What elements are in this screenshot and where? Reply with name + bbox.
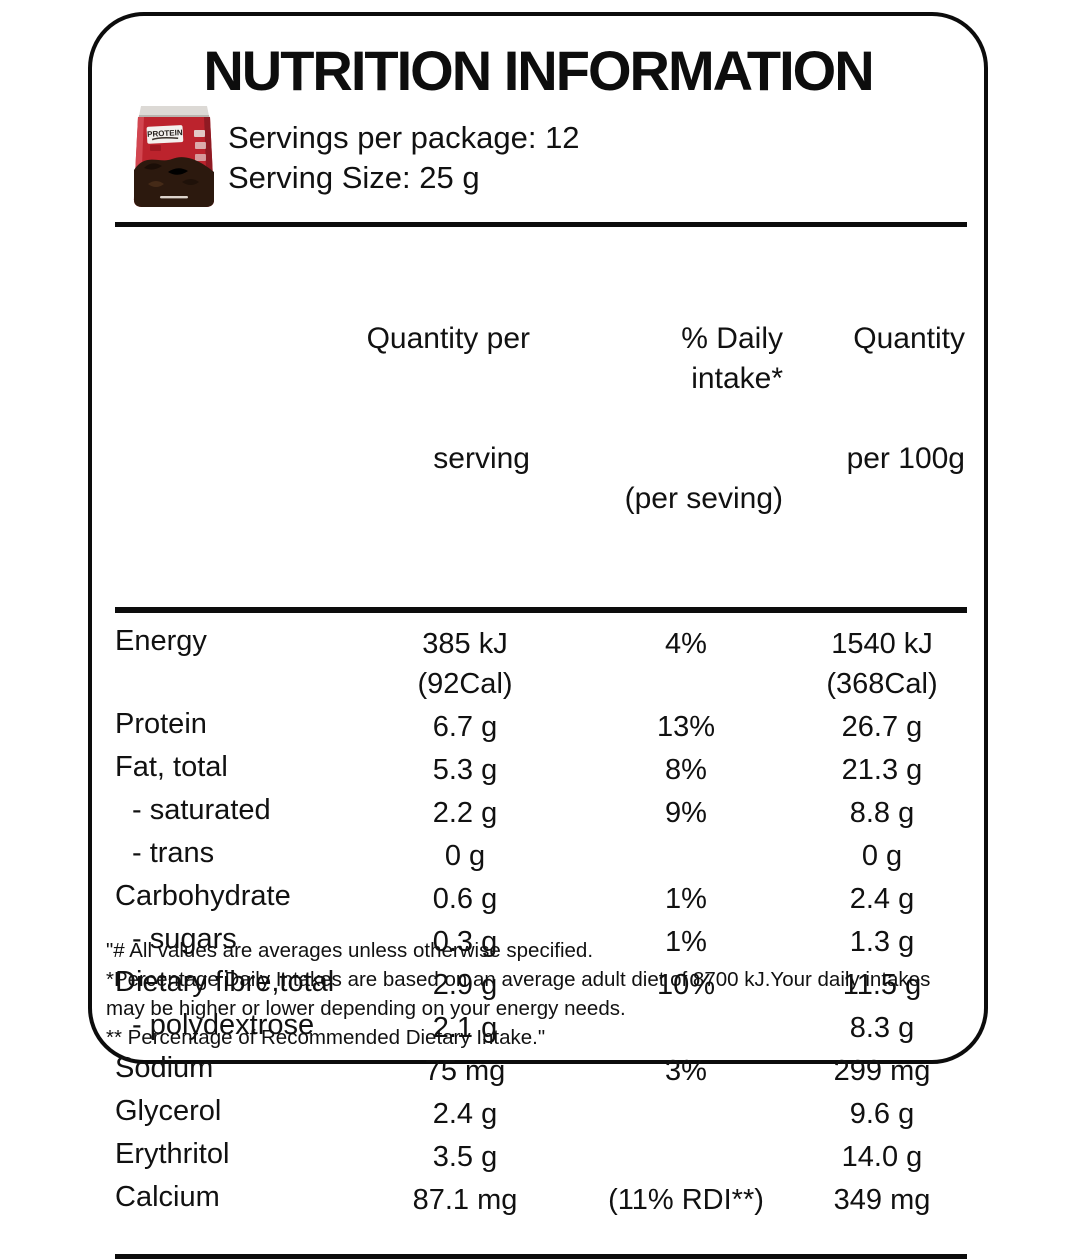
pouch-chocolate (134, 157, 214, 207)
table-header: Quantity per serving % Daily intake* (pe… (115, 222, 967, 613)
nutrient-name: - trans (132, 837, 215, 869)
table-row-glycerol: Glycerol 2.4 g 9.6 g (115, 1091, 967, 1134)
footnote-daily-intakes: *Percentage Daily Intakes are based on a… (106, 968, 931, 1020)
nutrition-label-canvas: NUTRITION INFORMATION PROTEIN (88, 12, 988, 1259)
nutrient-name: Erythritol (115, 1138, 230, 1170)
nutrient-name: - polydextrose (132, 1009, 315, 1041)
nutrient-name: Fat, total (115, 751, 228, 783)
servings-per-package: Servings per package: 12 (228, 120, 580, 155)
daily-intake: 4% (665, 628, 707, 660)
quantity-per-serving: 2.9 g (432, 969, 498, 1001)
daily-intake: 3% (665, 1055, 707, 1087)
daily-intake: 10% (656, 969, 716, 1001)
daily-intake (575, 833, 797, 876)
chocolate-shard (182, 179, 199, 185)
nutrient-name: - sugars (132, 923, 237, 955)
quantity-per-serving: 2.2 g (432, 797, 498, 829)
daily-intake: 1% (665, 926, 707, 958)
svg-text:PROTEIN: PROTEIN (147, 128, 183, 139)
daily-intake (575, 1134, 797, 1177)
table-row-calcium: Calcium 87.1 mg (11% RDI**) 349 mg (115, 1177, 967, 1220)
quantity-per-100g: 14.0 g (841, 1141, 923, 1173)
quantity-per-serving: 2.4 g (432, 1098, 498, 1130)
quantity-per-100g: 8.3 g (849, 1012, 915, 1044)
quantity-per-100g: 1.3 g (849, 926, 915, 958)
quantity-per-100g: 0 g (861, 840, 903, 872)
table-row-energy: Energy 385 kJ (92Cal) 4% 1540 kJ (368Cal) (115, 621, 967, 704)
daily-intake: (11% RDI**) (608, 1184, 764, 1216)
quantity-per-serving: 6.7 g (432, 711, 498, 743)
header-quantity-per-serving: Quantity per serving (366, 322, 530, 475)
quantity-per-serving: 5.3 g (432, 754, 498, 786)
nutrient-name: Energy (115, 625, 207, 657)
quantity-per-serving: 2.1 g (432, 1012, 498, 1044)
daily-intake: 9% (665, 797, 707, 829)
nutrient-name: Glycerol (115, 1095, 222, 1127)
table-row-erythritol: Erythritol 3.5 g 14.0 g (115, 1134, 967, 1177)
pouch-label: PROTEIN (146, 125, 184, 144)
nutrition-table: Quantity per serving % Daily intake* (pe… (115, 222, 967, 1259)
quantity-per-100g: 11.5 g (842, 969, 922, 1001)
quantity-per-serving: 0.3 g (432, 926, 498, 958)
serving-info: Servings per package: 12 Serving Size: 2… (228, 118, 580, 198)
table-row-fat-total: Fat, total 5.3 g 8% 21.3 g (115, 747, 967, 790)
pouch-chip (195, 154, 206, 161)
table-row-dietary-fibre: Dietary fibre,total 2.9 g 10% 11.5 g (115, 962, 967, 1005)
table-row-trans: - trans 0 g 0 g (115, 833, 967, 876)
table-row-sugars: - sugars 0.3 g 1% 1.3 g (115, 919, 967, 962)
quantity-per-100g: 21.3 g (841, 754, 923, 786)
footnote-rdi: ** Percentage of Recommended Dietary Int… (106, 1026, 546, 1049)
table-row-polydextrose: - polydextrose 2.1 g 8.3 g (115, 1005, 967, 1048)
daily-intake (575, 1091, 797, 1134)
pouch-chip (195, 142, 206, 149)
header-nutrient (115, 239, 355, 599)
quantity-per-100g: 8.8 g (849, 797, 915, 829)
nutrient-name: Calcium (115, 1181, 220, 1213)
daily-intake: 13% (656, 711, 716, 743)
table-row-saturated: - saturated 2.2 g 9% 8.8 g (115, 790, 967, 833)
header-daily-intake: % Daily intake* (per seving) (624, 322, 800, 515)
table-row-carbohydrate: Carbohydrate 0.6 g 1% 2.4 g (115, 876, 967, 919)
serving-size: Serving Size: 25 g (228, 160, 480, 195)
quantity-per-serving: 0.6 g (432, 883, 498, 915)
nutrition-panel: NUTRITION INFORMATION PROTEIN (88, 12, 988, 1259)
quantity-per-serving: 87.1 mg (412, 1184, 518, 1216)
header-quantity-per-100g: Quantity per 100g (846, 322, 965, 475)
footnote-all-values: "# All values are averages unless otherw… (106, 939, 594, 962)
table-row-sodium: Sodium 75 mg 3% 299 mg (115, 1048, 967, 1091)
quantity-per-100g: 1540 kJ (368Cal) (826, 628, 938, 700)
quantity-per-100g: 349 mg (833, 1184, 931, 1216)
quantity-per-serving: 385 kJ (92Cal) (417, 628, 513, 700)
chocolate-shard (168, 168, 188, 175)
pouch-chip (194, 130, 205, 137)
nutrient-name: - saturated (132, 794, 271, 826)
chocolate-shard (148, 181, 164, 187)
nutrient-name: Protein (115, 708, 207, 740)
nutrient-name: Dietary fibre,total (115, 966, 335, 998)
daily-intake: 1% (665, 883, 707, 915)
product-pouch-image: PROTEIN (134, 106, 214, 207)
nutrient-name: Carbohydrate (115, 880, 291, 912)
quantity-per-serving: 75 mg (424, 1055, 506, 1087)
quantity-per-100g: 9.6 g (849, 1098, 915, 1130)
pouch-bottom-text (160, 196, 188, 199)
quantity-per-100g: 299 mg (833, 1055, 931, 1087)
pouch-seal (139, 106, 209, 116)
nutrient-name: Sodium (115, 1052, 214, 1084)
pouch-badge (150, 145, 161, 151)
page-title: NUTRITION INFORMATION (203, 39, 874, 102)
quantity-per-serving: 3.5 g (432, 1141, 498, 1173)
footnotes: "# All values are averages unless otherw… (106, 936, 968, 1052)
quantity-per-100g: 2.4 g (849, 883, 915, 915)
table-row-protein: Protein 6.7 g 13% 26.7 g (115, 704, 967, 747)
quantity-per-serving: 0 g (444, 840, 486, 872)
chocolate-shard (144, 163, 162, 170)
daily-intake: 8% (665, 754, 707, 786)
quantity-per-100g: 26.7 g (841, 711, 923, 743)
